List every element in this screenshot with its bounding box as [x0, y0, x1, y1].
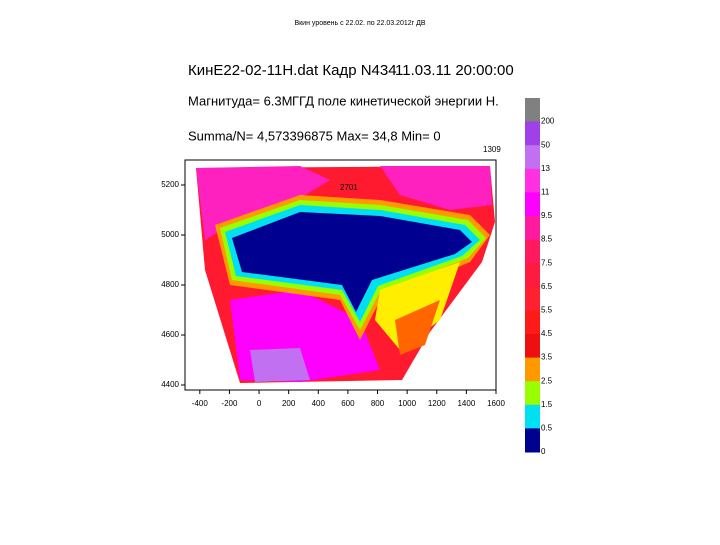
- field-orange-inner: [395, 300, 440, 355]
- x-tick-label: 1600: [487, 399, 505, 408]
- colorbar-label: 0: [541, 447, 546, 456]
- field-blue: [232, 212, 472, 312]
- colorbar-band: [525, 145, 540, 170]
- contour-field: [196, 166, 495, 383]
- x-tick-label: -200: [221, 399, 238, 408]
- colorbar-label: 13: [541, 164, 550, 173]
- x-tick-label: 1200: [428, 399, 446, 408]
- colorbar-band: [525, 286, 540, 311]
- summary: Summa/N= 4,573396875 Max= 34,8 Min= 0: [188, 128, 441, 143]
- magnitude: Магнитуда= 6.3M: [188, 93, 292, 108]
- colorbar-band: [525, 121, 540, 146]
- colorbar-band: [525, 404, 540, 429]
- y-tick-label: 5000: [161, 230, 179, 239]
- x-tick-label: 200: [282, 399, 296, 408]
- colorbar-band: [525, 168, 540, 193]
- y-tick-label: 4600: [161, 330, 179, 339]
- caption: Вкин уровень с 22.02. по 22.03.2012г ДВ: [294, 20, 425, 27]
- datetime: 11.03.11 20:00:00: [395, 62, 514, 79]
- colorbar-label: 8.5: [541, 235, 553, 244]
- colorbar-label: 9.5: [541, 211, 553, 220]
- colorbar-band: [525, 428, 540, 453]
- colorbar-band: [525, 334, 540, 359]
- y-tick-label: 4400: [161, 380, 179, 389]
- colorbar-band: [525, 381, 540, 406]
- colorbar-band: [525, 263, 540, 288]
- y-tick-label: 4800: [161, 280, 179, 289]
- colorbar-label: 200: [541, 117, 555, 126]
- y-tick-label: 5200: [161, 180, 179, 189]
- colorbar-band: [525, 239, 540, 264]
- colorbar-band: [525, 357, 540, 382]
- colorbar-band: [525, 98, 540, 123]
- colorbar-band: [525, 192, 540, 217]
- x-tick-label: 800: [371, 399, 385, 408]
- x-tick-label: -400: [192, 399, 209, 408]
- colorbar-band: [525, 310, 540, 335]
- colorbar-label: 7.5: [541, 258, 553, 267]
- x-tick-label: 600: [341, 399, 355, 408]
- colorbar-label: 4.5: [541, 329, 553, 338]
- colorbar-label: 1.5: [541, 400, 553, 409]
- x-tick-label: 1400: [457, 399, 475, 408]
- field-name: ГГД поле кинетической энергии Н.: [292, 93, 499, 108]
- colorbar-label: 50: [541, 140, 550, 149]
- colorbar-band: [525, 216, 540, 241]
- chart-title: КинE22-02-11Н.dat Кадр N434: [188, 62, 397, 79]
- x-tick-label: 400: [312, 399, 326, 408]
- field-pink: [380, 166, 492, 210]
- x-tick-label: 0: [257, 399, 262, 408]
- annotation: 1309: [483, 145, 501, 154]
- x-tick-label: 1000: [398, 399, 416, 408]
- field-violet: [250, 348, 310, 382]
- annotation: 2701: [340, 183, 358, 192]
- colorbar-label: 5.5: [541, 306, 553, 315]
- colorbar-label: 6.5: [541, 282, 553, 291]
- plot-frame: [184, 159, 497, 391]
- colorbar-label: 3.5: [541, 353, 553, 362]
- colorbar-label: 2.5: [541, 376, 553, 385]
- colorbar-label: 0.5: [541, 424, 553, 433]
- colorbar-label: 11: [541, 188, 550, 197]
